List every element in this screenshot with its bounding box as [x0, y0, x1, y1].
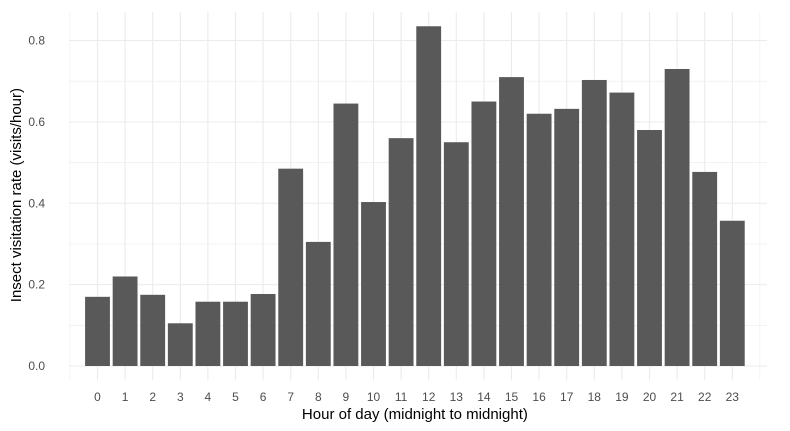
y-tick-label: 0.8	[28, 34, 45, 48]
x-tick-label: 12	[422, 390, 436, 404]
x-tick-label: 6	[260, 390, 267, 404]
y-tick-label: 0.2	[28, 278, 45, 292]
y-tick-label: 0.6	[28, 115, 45, 129]
bars	[85, 26, 745, 367]
x-tick-label: 18	[588, 390, 602, 404]
bar-hour-8	[305, 241, 331, 366]
x-tick-label: 22	[698, 390, 712, 404]
bar-hour-18	[581, 79, 607, 366]
x-tick-label: 16	[532, 390, 546, 404]
x-tick-label: 7	[287, 390, 294, 404]
y-tick-label: 0.4	[28, 196, 45, 210]
x-tick-label: 11	[395, 390, 408, 404]
bar-hour-14	[471, 101, 497, 366]
bar-hour-21	[664, 68, 690, 366]
x-axis-title: Hour of day (midnight to midnight)	[302, 406, 528, 423]
bar-hour-15	[499, 77, 524, 367]
bar-hour-9	[333, 103, 359, 366]
bar-hour-3	[167, 323, 193, 366]
x-tick-label: 19	[615, 390, 629, 404]
bar-hour-5	[223, 301, 248, 366]
y-axis-title: Insect visitation rate (visits/hour)	[8, 88, 25, 302]
x-tick-label: 14	[477, 390, 491, 404]
x-tick-label: 21	[670, 390, 684, 404]
bar-hour-20	[637, 130, 662, 366]
x-tick-label: 20	[643, 390, 657, 404]
x-tick-label: 8	[315, 390, 322, 404]
x-tick-label: 9	[343, 390, 350, 404]
bar-hour-6	[250, 293, 276, 366]
x-tick-label: 3	[177, 390, 184, 404]
x-tick-label: 23	[726, 390, 740, 404]
x-tick-label: 13	[450, 390, 464, 404]
bar-hour-7	[278, 168, 304, 366]
x-axis-ticks: 0 1 2 3 4 5 6 7 8 9 10 11 12 13 14 15 16 17 18 19 20 21 22 23	[94, 390, 739, 404]
bar-hour-11	[388, 138, 414, 366]
x-tick-label: 10	[367, 390, 381, 404]
x-tick-label: 2	[149, 390, 156, 404]
bar-hour-2	[140, 294, 166, 366]
bar-hour-0	[85, 296, 110, 366]
x-tick-label: 1	[122, 390, 129, 404]
bar-hour-10	[361, 202, 386, 366]
y-tick-label: 0.0	[28, 359, 45, 373]
bar-hour-16	[526, 113, 552, 367]
bar-hour-4	[195, 301, 221, 366]
x-tick-label: 15	[505, 390, 519, 404]
x-tick-label: 4	[205, 390, 212, 404]
x-tick-label: 0	[94, 390, 101, 404]
y-axis-ticks: 0.0 0.2 0.4 0.6 0.8	[28, 34, 45, 374]
bar-hour-17	[554, 108, 580, 367]
bar-hour-22	[692, 171, 718, 366]
x-tick-label: 17	[560, 390, 574, 404]
bar-hour-19	[609, 92, 635, 366]
x-tick-label: 5	[232, 390, 239, 404]
bar-hour-1	[112, 276, 138, 366]
bar-hour-23	[719, 220, 745, 366]
bar-hour-12	[416, 26, 442, 366]
bar-hour-13	[443, 142, 469, 366]
